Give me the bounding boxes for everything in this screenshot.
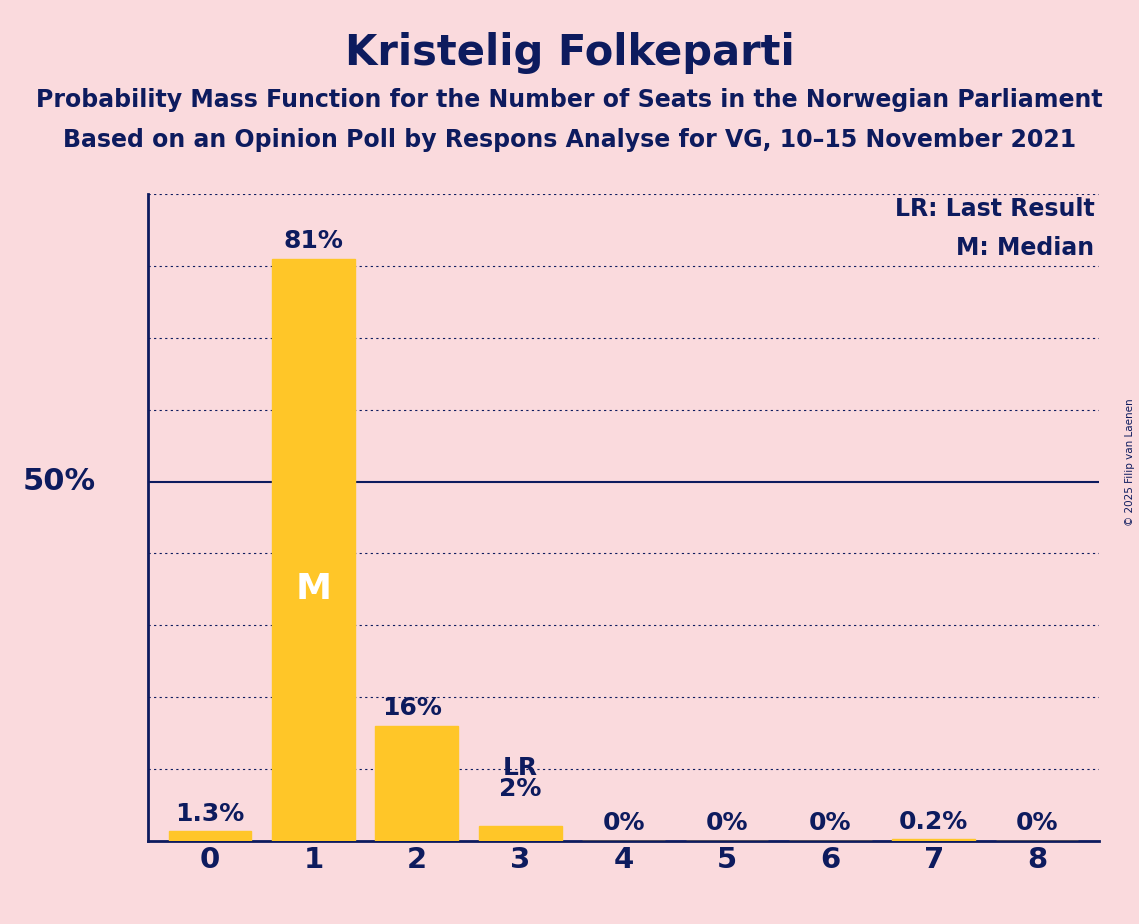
Text: 1.3%: 1.3% <box>175 802 245 826</box>
Text: 0%: 0% <box>706 811 748 835</box>
Bar <box>376 726 458 841</box>
Bar <box>478 826 562 841</box>
Text: 0%: 0% <box>603 811 645 835</box>
Text: 0%: 0% <box>809 811 852 835</box>
Text: 2%: 2% <box>499 777 541 801</box>
Text: Based on an Opinion Poll by Respons Analyse for VG, 10–15 November 2021: Based on an Opinion Poll by Respons Anal… <box>63 128 1076 152</box>
Text: M: Median: M: Median <box>957 236 1095 260</box>
Text: 50%: 50% <box>23 467 96 496</box>
Text: LR: LR <box>502 756 538 780</box>
Text: © 2025 Filip van Laenen: © 2025 Filip van Laenen <box>1125 398 1134 526</box>
Text: 81%: 81% <box>284 229 344 253</box>
Bar <box>169 832 252 841</box>
Text: 16%: 16% <box>382 696 442 720</box>
Text: 0%: 0% <box>1016 811 1058 835</box>
Bar <box>892 839 975 841</box>
Text: Kristelig Folkeparti: Kristelig Folkeparti <box>345 32 794 74</box>
Text: M: M <box>295 572 331 606</box>
Text: Probability Mass Function for the Number of Seats in the Norwegian Parliament: Probability Mass Function for the Number… <box>36 88 1103 112</box>
Text: LR: Last Result: LR: Last Result <box>894 198 1095 221</box>
Bar <box>272 259 355 841</box>
Text: 0.2%: 0.2% <box>899 809 968 833</box>
